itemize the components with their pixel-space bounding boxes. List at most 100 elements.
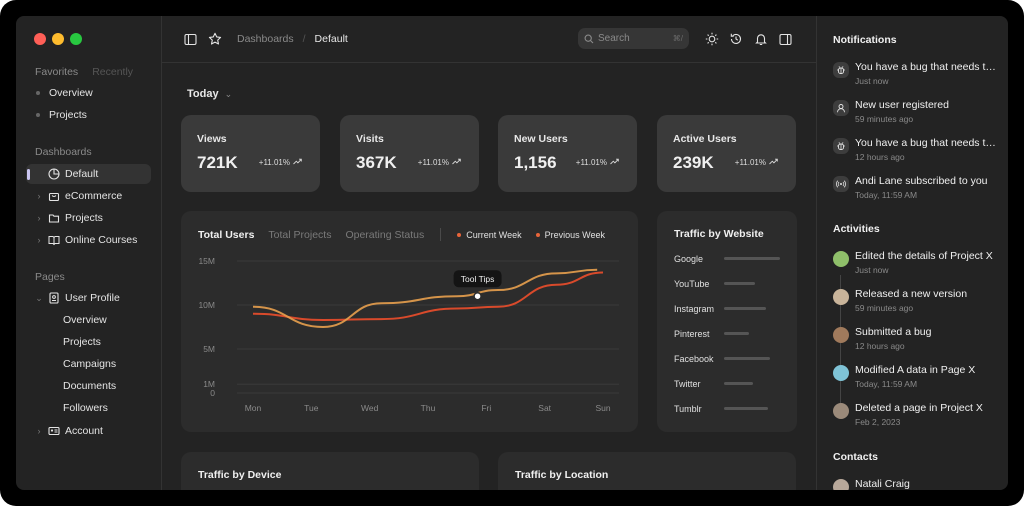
website-row: Tumblr [674, 404, 784, 416]
sidebar-item-user-profile[interactable]: ⌄ User Profile [34, 288, 120, 308]
minimize-window-button[interactable] [52, 33, 64, 45]
bell-icon[interactable] [754, 32, 768, 51]
stat-label: New Users [514, 133, 568, 145]
tab-operating-status[interactable]: Operating Status [345, 228, 425, 241]
legend-label: Previous Week [544, 229, 605, 240]
favorite-item-overview[interactable]: Overview [16, 83, 162, 103]
activity-item[interactable]: Edited the details of Project X Just now [833, 250, 998, 280]
bullet-icon [36, 91, 40, 95]
series-line-previous-week [252, 271, 604, 321]
favorite-label: Projects [49, 109, 87, 121]
stat-label: Views [197, 133, 227, 145]
stat-value: 721K [197, 153, 238, 172]
tab-total-users[interactable]: Total Users [198, 228, 255, 241]
chevron-right-icon: › [37, 235, 41, 245]
tabs-divider [440, 228, 442, 241]
book-icon [47, 233, 61, 247]
close-window-button[interactable] [34, 33, 46, 45]
website-row: Google [674, 254, 784, 266]
chevron-down-icon: ⌄ [224, 88, 233, 99]
activity-item[interactable]: Modified A data in Page X Today, 11:59 AM [833, 364, 998, 394]
favorite-label: Overview [49, 87, 93, 99]
notification-item[interactable]: You have a bug that needs to be fixed Ju… [833, 61, 998, 91]
y-tick-label: 1M [203, 379, 215, 389]
breadcrumb-dashboards[interactable]: Dashboards [237, 33, 294, 45]
activity-item[interactable]: Released a new version 59 minutes ago [833, 288, 998, 318]
trend-up-icon [610, 158, 619, 167]
tab-favorites[interactable]: Favorites [35, 66, 79, 78]
sidebar-item-default[interactable]: Default [34, 164, 98, 184]
activity-time: 12 hours ago [855, 341, 905, 351]
notification-text: Andi Lane subscribed to you [855, 175, 988, 187]
x-tick-label: Thu [421, 403, 436, 413]
website-name: Pinterest [674, 329, 710, 339]
x-tick-label: Tue [304, 403, 319, 413]
activity-item[interactable]: Submitted a bug 12 hours ago [833, 326, 998, 356]
stat-card-visits: Visits 367K +11.01% [340, 115, 479, 192]
favorite-item-projects[interactable]: Projects [16, 105, 162, 125]
active-item-highlight [26, 164, 151, 184]
notification-item[interactable]: Andi Lane subscribed to you Today, 11:59… [833, 175, 998, 205]
series-line-current-week [252, 268, 598, 329]
notification-item[interactable]: New user registered 59 minutes ago [833, 99, 998, 129]
traffic-by-website-card: Traffic by Website Google YouTube Instagra… [657, 211, 797, 432]
website-row: YouTube [674, 279, 784, 291]
sidebar-item-projects[interactable]: › Projects [34, 208, 103, 228]
sidebar-item-ecommerce[interactable]: › eCommerce [34, 186, 123, 206]
tab-total-projects[interactable]: Total Projects [268, 228, 332, 241]
website-traffic-bar [724, 257, 780, 260]
search-icon [584, 34, 594, 44]
stat-change-value: +11.01% [575, 158, 607, 167]
card-title: Traffic by Device [198, 469, 282, 481]
stat-card-new-users: New Users 1,156 +11.01% [498, 115, 637, 192]
stat-value: 239K [673, 153, 714, 172]
panel-right-icon[interactable] [779, 33, 792, 51]
sidebar-item-account[interactable]: › Account [34, 421, 103, 441]
tab-recently[interactable]: Recently [92, 66, 134, 78]
active-indicator [27, 169, 30, 180]
stat-value: 1,156 [514, 153, 557, 172]
bullet-icon [36, 113, 40, 117]
activity-text: Deleted a page in Project X [855, 402, 983, 414]
sidebar-item-label: User Profile [65, 292, 120, 304]
sun-icon[interactable] [705, 32, 719, 51]
sidebar: Favorites Recently Overview Projects Das… [16, 16, 162, 490]
sidebar-subitem-followers[interactable]: Followers [63, 402, 108, 414]
stat-change-value: +11.01% [417, 158, 449, 167]
contact-item[interactable]: Natali Craig [833, 478, 998, 490]
chevron-right-icon: › [37, 426, 41, 436]
website-row: Twitter [674, 379, 784, 391]
topbar: Dashboards / Default Search ⌘/ [162, 16, 816, 63]
notification-text: You have a bug that needs to be fixed [855, 61, 998, 73]
notifications-heading: Notifications [833, 34, 897, 46]
dashboards-heading: Dashboards [35, 146, 92, 158]
breadcrumb-default[interactable]: Default [314, 33, 348, 45]
star-icon[interactable] [208, 32, 222, 51]
history-icon[interactable] [729, 32, 743, 51]
website-name: YouTube [674, 279, 710, 289]
tooltip-box [453, 270, 502, 288]
total-users-chart-card: 15M 10M 5M 1M 0 Mon Tue Wed Thu Fri Sat Sun Tool Tip… [181, 211, 638, 432]
activity-item[interactable]: Deleted a page in Project X Feb 2, 2023 [833, 402, 998, 432]
notification-item[interactable]: You have a bug that needs to be fixed 12… [833, 137, 998, 167]
sidebar-subitem-overview[interactable]: Overview [63, 314, 107, 326]
website-name: Google [674, 254, 704, 264]
website-row: Facebook [674, 354, 784, 366]
breadcrumb: Dashboards / Default [237, 33, 348, 45]
sidebar-subitem-campaigns[interactable]: Campaigns [63, 358, 117, 370]
sidebar-item-online-courses[interactable]: › Online Courses [34, 230, 138, 250]
search-input[interactable]: Search ⌘/ [578, 28, 689, 49]
sidebar-subitem-documents[interactable]: Documents [63, 380, 117, 392]
maximize-window-button[interactable] [70, 33, 82, 45]
y-tick-label: 15M [198, 256, 215, 266]
sidebar-toggle-icon[interactable] [184, 33, 197, 51]
activities-heading: Activities [833, 223, 880, 235]
period-select[interactable]: Today ⌄ [187, 88, 232, 100]
avatar [833, 365, 849, 381]
stat-value: 367K [356, 153, 397, 172]
app-window: Favorites Recently Overview Projects Das… [16, 16, 1008, 490]
website-traffic-bar [724, 357, 770, 360]
activity-text: Submitted a bug [855, 326, 932, 338]
legend-previous-week: Previous Week [535, 229, 605, 240]
sidebar-subitem-projects[interactable]: Projects [63, 336, 101, 348]
